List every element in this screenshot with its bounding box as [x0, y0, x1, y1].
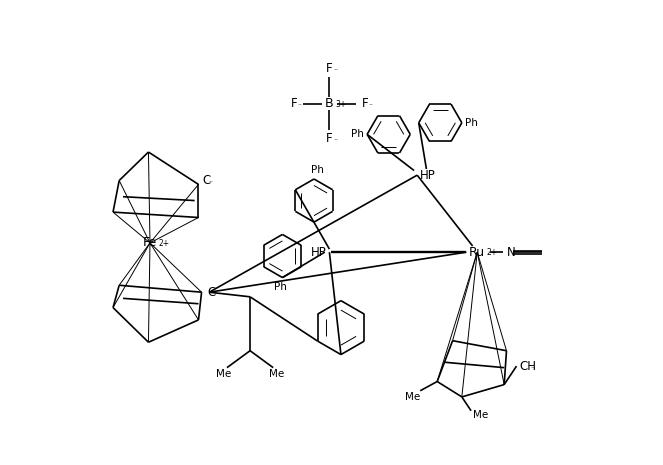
Text: 2+: 2+ — [487, 248, 498, 258]
Text: Ru: Ru — [469, 246, 485, 259]
Text: Ph: Ph — [274, 282, 287, 292]
Text: B: B — [325, 97, 333, 110]
Text: F: F — [361, 97, 368, 110]
Text: N: N — [507, 246, 515, 259]
Text: HP: HP — [420, 169, 436, 182]
Text: CH: CH — [520, 359, 536, 372]
Text: HP: HP — [310, 246, 326, 259]
Text: ⁻: ⁻ — [369, 101, 373, 110]
Text: C: C — [208, 286, 216, 299]
Text: ⁻: ⁻ — [530, 364, 534, 373]
Text: ⁻: ⁻ — [333, 66, 337, 76]
Text: F: F — [290, 97, 297, 110]
Text: Me: Me — [269, 369, 284, 379]
Text: 2+: 2+ — [158, 239, 170, 248]
Text: Ph: Ph — [465, 118, 477, 128]
Text: F: F — [326, 132, 333, 145]
Text: ⁻: ⁻ — [214, 290, 218, 299]
Text: F: F — [326, 62, 333, 75]
Text: Ph: Ph — [351, 129, 365, 140]
Text: Me: Me — [405, 392, 420, 402]
Text: Me: Me — [473, 410, 488, 419]
Text: ⁻: ⁻ — [333, 136, 337, 145]
Text: C: C — [202, 174, 211, 187]
Text: Fe: Fe — [143, 236, 157, 249]
Text: ⁻: ⁻ — [298, 101, 302, 110]
Text: 3+: 3+ — [335, 100, 347, 109]
Text: Me: Me — [215, 369, 231, 379]
Text: Ph: Ph — [312, 165, 324, 175]
Text: ⁻: ⁻ — [208, 179, 213, 187]
